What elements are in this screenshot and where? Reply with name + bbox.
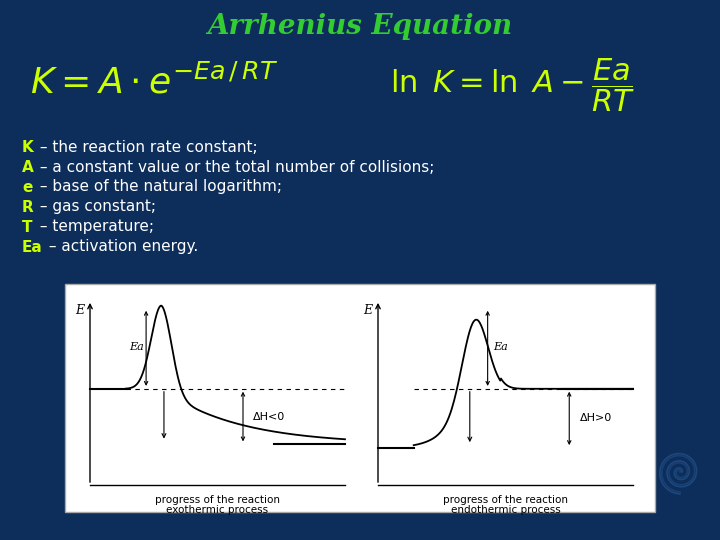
Text: T: T xyxy=(22,219,32,234)
Text: – activation energy.: – activation energy. xyxy=(44,240,198,254)
Text: Ea: Ea xyxy=(492,342,508,352)
Text: K: K xyxy=(22,139,34,154)
Text: e: e xyxy=(22,179,32,194)
Text: endothermic process: endothermic process xyxy=(451,505,560,515)
Text: progress of the reaction: progress of the reaction xyxy=(155,495,280,505)
Text: – base of the natural logarithm;: – base of the natural logarithm; xyxy=(35,179,282,194)
Text: E: E xyxy=(76,304,84,317)
Text: Ea: Ea xyxy=(22,240,42,254)
Text: $\ln\ K = \ln\ A - \dfrac{Ea}{RT}$: $\ln\ K = \ln\ A - \dfrac{Ea}{RT}$ xyxy=(390,56,635,114)
Text: Ea: Ea xyxy=(129,342,143,352)
Text: R: R xyxy=(22,199,34,214)
Text: Arrhenius Equation: Arrhenius Equation xyxy=(207,14,513,40)
Text: ΔH<0: ΔH<0 xyxy=(253,411,285,422)
Text: ΔH>0: ΔH>0 xyxy=(580,414,612,423)
FancyBboxPatch shape xyxy=(65,284,655,512)
Text: – the reaction rate constant;: – the reaction rate constant; xyxy=(35,139,258,154)
Text: – a constant value or the total number of collisions;: – a constant value or the total number o… xyxy=(35,159,434,174)
Text: – temperature;: – temperature; xyxy=(35,219,154,234)
Text: – gas constant;: – gas constant; xyxy=(35,199,156,214)
Text: $K = A \cdot e^{-Ea\,/\,RT}$: $K = A \cdot e^{-Ea\,/\,RT}$ xyxy=(30,64,278,100)
Text: A: A xyxy=(22,159,34,174)
Text: exothermic process: exothermic process xyxy=(166,505,269,515)
Text: E: E xyxy=(364,304,372,317)
Text: progress of the reaction: progress of the reaction xyxy=(443,495,568,505)
